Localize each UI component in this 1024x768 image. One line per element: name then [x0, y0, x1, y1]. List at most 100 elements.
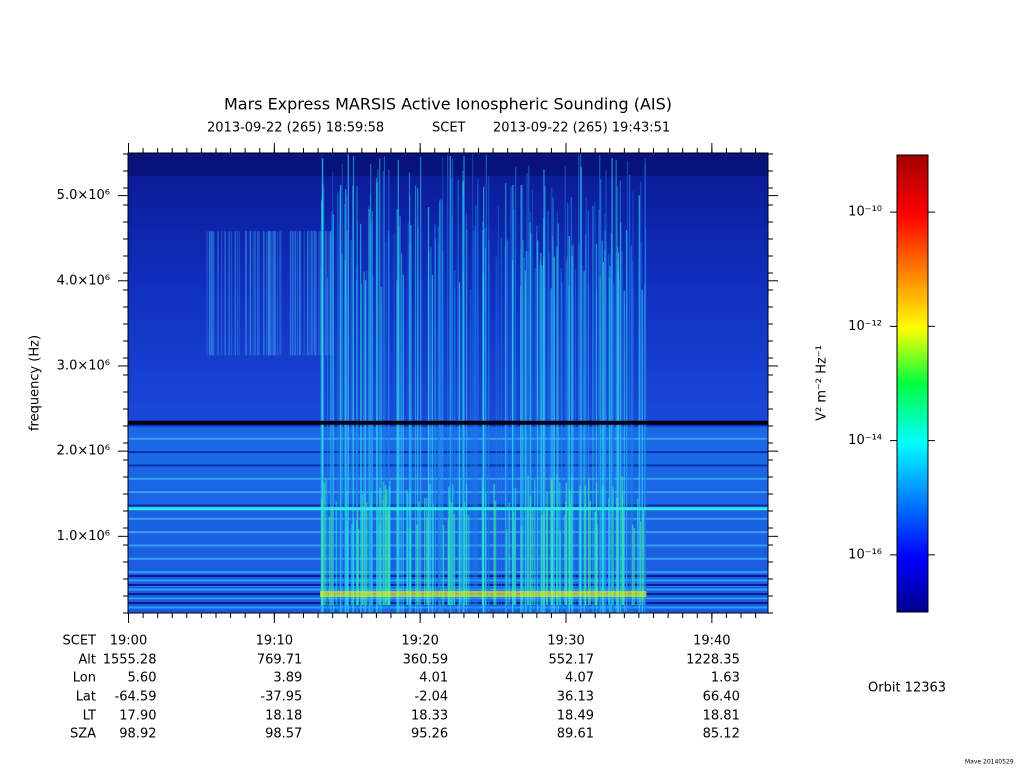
texture — [291, 231, 293, 356]
texture — [592, 206, 594, 613]
ephemeris-value: 769.71 — [257, 653, 303, 668]
texture — [249, 231, 251, 356]
texture — [279, 231, 281, 356]
texture — [611, 239, 614, 613]
texture — [609, 266, 611, 613]
texture — [345, 491, 348, 605]
texture — [579, 267, 581, 613]
colorbar-tick-label: 10⁻¹⁰ — [848, 205, 882, 220]
texture — [263, 231, 265, 356]
texture — [360, 283, 363, 613]
texture — [356, 509, 359, 605]
texture — [458, 479, 461, 605]
ephemeris-value: 5.60 — [128, 671, 157, 686]
texture — [269, 231, 271, 356]
texture — [639, 521, 642, 605]
texture — [620, 222, 622, 613]
texture — [594, 511, 596, 605]
texture — [644, 163, 646, 613]
texture — [211, 231, 213, 356]
texture — [477, 178, 479, 613]
ephemeris-value: 36.13 — [557, 690, 594, 705]
texture — [326, 277, 329, 613]
texture — [387, 506, 389, 605]
texture — [225, 231, 227, 356]
y-tick-label: 4.0×10⁶ — [57, 273, 110, 288]
texture — [221, 231, 223, 356]
texture — [529, 496, 532, 605]
texture — [310, 231, 312, 356]
row-label: Alt — [78, 653, 96, 668]
texture — [384, 484, 387, 605]
texture — [506, 238, 508, 613]
texture — [368, 208, 370, 613]
texture — [632, 287, 634, 613]
ephemeris-value: 1228.35 — [686, 653, 740, 668]
texture — [250, 231, 252, 356]
texture — [417, 188, 419, 614]
texture — [212, 231, 214, 356]
texture — [527, 251, 529, 613]
texture — [289, 231, 291, 356]
texture — [320, 231, 322, 356]
texture — [299, 231, 301, 356]
texture — [303, 231, 305, 356]
ephemeris-value: -64.59 — [115, 690, 157, 705]
texture — [434, 224, 436, 613]
texture — [541, 514, 543, 605]
texture — [449, 155, 451, 613]
texture — [254, 231, 256, 356]
texture — [128, 507, 768, 511]
texture — [616, 186, 618, 613]
texture — [299, 231, 301, 356]
texture — [465, 483, 468, 605]
texture — [409, 242, 411, 613]
texture — [568, 286, 570, 613]
x-tick-label: 19:00 — [110, 634, 147, 649]
texture — [236, 231, 238, 356]
texture — [595, 243, 598, 613]
texture — [589, 501, 592, 605]
texture — [529, 212, 532, 613]
texture — [364, 280, 367, 613]
texture — [541, 265, 543, 613]
texture — [520, 248, 522, 613]
texture — [617, 252, 620, 613]
ephemeris-value: 360.59 — [403, 653, 449, 668]
texture — [268, 231, 270, 356]
texture — [526, 172, 528, 613]
texture — [550, 480, 552, 605]
footer: Mave 20140529 — [965, 759, 1014, 766]
texture — [245, 231, 247, 356]
texture — [234, 231, 236, 356]
texture — [258, 231, 260, 356]
texture — [289, 231, 291, 356]
texture — [513, 519, 516, 605]
texture — [453, 288, 456, 613]
texture — [548, 251, 550, 614]
texture — [551, 477, 553, 605]
texture — [352, 185, 354, 614]
texture — [206, 231, 208, 356]
texture — [263, 231, 265, 356]
texture — [621, 251, 623, 613]
texture — [292, 231, 294, 356]
colorbar-tick-label: 10⁻¹⁴ — [848, 433, 882, 448]
texture — [295, 231, 297, 356]
texture — [341, 163, 343, 614]
texture — [365, 270, 368, 613]
texture — [623, 290, 625, 613]
ephemeris-value: 18.33 — [411, 709, 448, 724]
texture — [539, 264, 541, 613]
texture — [402, 274, 404, 613]
y-tick-label: 1.0×10⁶ — [57, 529, 110, 544]
ephemeris-value: 18.18 — [265, 709, 302, 724]
colorbar-tick-label: 10⁻¹² — [848, 319, 882, 334]
texture — [437, 227, 439, 613]
texture — [382, 171, 384, 613]
texture — [272, 231, 274, 356]
texture — [407, 528, 409, 605]
texture — [495, 256, 497, 613]
texture — [294, 231, 296, 356]
texture — [540, 252, 542, 613]
